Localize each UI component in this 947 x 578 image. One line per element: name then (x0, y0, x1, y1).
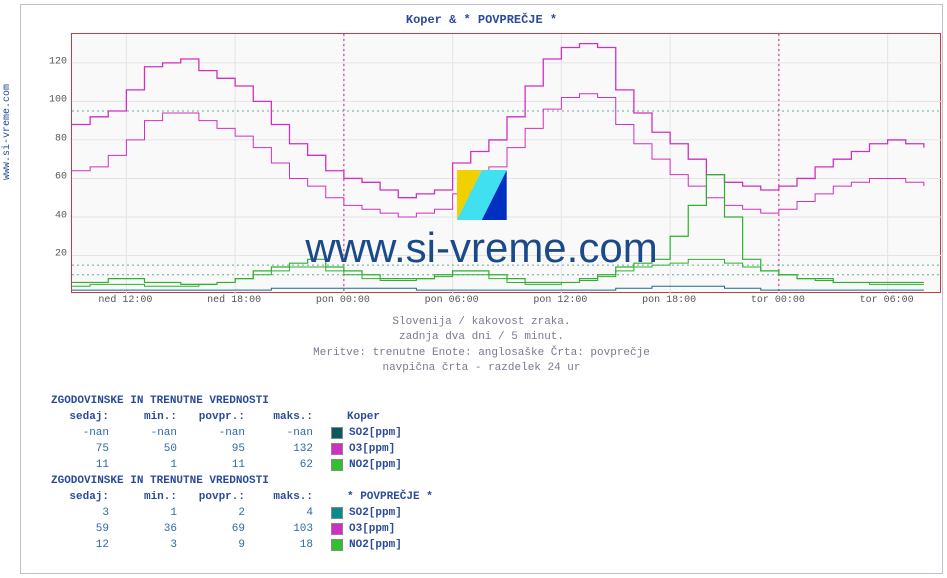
y-tick-label: 60 (55, 172, 67, 183)
y-tick-label: 80 (55, 133, 67, 144)
stats-col-header: sedaj: (51, 491, 119, 503)
stats-col-header: maks.: (255, 411, 323, 423)
stats-value: 95 (187, 443, 255, 455)
x-tick-label: pon 06:00 (425, 295, 479, 306)
stats-value: 1 (119, 459, 187, 471)
x-tick-label: tor 06:00 (860, 295, 914, 306)
chart-captions: Slovenija / kakovost zraka. zadnja dva d… (21, 315, 942, 377)
stats-value: 36 (119, 523, 187, 535)
series-label: NO2[ppm] (349, 539, 402, 551)
stats-col-header: min.: (119, 411, 187, 423)
series-swatch-icon (331, 459, 343, 471)
stats-block-koper: ZGODOVINSKE IN TRENUTNE VREDNOSTIsedaj:m… (51, 395, 402, 473)
stats-value: 1 (119, 507, 187, 519)
series-label: O3[ppm] (349, 523, 395, 535)
series-swatch-icon (331, 523, 343, 535)
caption-line: Meritve: trenutne Enote: anglosaške Črta… (21, 346, 942, 361)
y-tick-label: 100 (49, 95, 67, 106)
stats-value: 59 (51, 523, 119, 535)
stats-col-header: povpr.: (187, 491, 255, 503)
stats-row: 3124 SO2[ppm] (51, 505, 433, 521)
stats-col-header: povpr.: (187, 411, 255, 423)
caption-line: Slovenija / kakovost zraka. (21, 315, 942, 330)
series-swatch-icon (331, 539, 343, 551)
stats-row: 755095132 O3[ppm] (51, 441, 402, 457)
series-label: NO2[ppm] (349, 459, 402, 471)
y-tick-label: 20 (55, 249, 67, 260)
stats-value: 18 (255, 539, 323, 551)
stats-col-header: min.: (119, 491, 187, 503)
caption-line: zadnja dva dni / 5 minut. (21, 330, 942, 345)
x-tick-label: pon 00:00 (316, 295, 370, 306)
stats-col-header: sedaj: (51, 411, 119, 423)
x-tick-label: ned 18:00 (207, 295, 261, 306)
stats-value: 9 (187, 539, 255, 551)
stats-value: -nan (51, 427, 119, 439)
stats-row: 123918 NO2[ppm] (51, 537, 433, 553)
stats-row: 1111162NO2[ppm] (51, 457, 402, 473)
stats-value: 50 (119, 443, 187, 455)
stats-value: 75 (51, 443, 119, 455)
chart-x-axis: ned 12:00 ned 18:00 pon 00:00 pon 06:00 pon … (71, 295, 941, 311)
stats-value: 4 (255, 507, 323, 519)
stats-value: -nan (119, 427, 187, 439)
stats-value: 3 (51, 507, 119, 519)
side-url-label: www.si-vreme.com (2, 84, 13, 180)
stats-value: 11 (187, 459, 255, 471)
y-tick-label: 120 (49, 56, 67, 67)
stats-value: 12 (51, 539, 119, 551)
stats-value: 69 (187, 523, 255, 535)
stats-value: 132 (255, 443, 323, 455)
series-swatch-icon (331, 507, 343, 519)
series-label: SO2[ppm] (349, 427, 402, 439)
series-swatch-icon (331, 427, 343, 439)
chart-y-axis: 20 40 60 80 100 120 (41, 33, 69, 293)
stats-value: 62 (255, 459, 323, 471)
outer-frame: Koper & * POVPREČJE * 20 40 60 80 100 120 ned… (20, 4, 943, 574)
stats-value: 2 (187, 507, 255, 519)
x-tick-label: tor 00:00 (751, 295, 805, 306)
stats-value: -nan (187, 427, 255, 439)
stats-header: ZGODOVINSKE IN TRENUTNE VREDNOSTI (51, 395, 402, 407)
stats-value: 103 (255, 523, 323, 535)
stats-row: -nan-nan-nan-nanSO2[ppm] (51, 425, 402, 441)
series-label: SO2[ppm] (349, 507, 402, 519)
chart-title: Koper & * POVPREČJE * (21, 13, 942, 27)
stats-col-header: maks.: (255, 491, 323, 503)
stats-group-title: * POVPREČJE * (347, 491, 433, 503)
stats-value: 3 (119, 539, 187, 551)
stats-block-avg: ZGODOVINSKE IN TRENUTNE VREDNOSTIsedaj:m… (51, 475, 433, 553)
x-tick-label: pon 12:00 (533, 295, 587, 306)
stats-value: -nan (255, 427, 323, 439)
stats-value: 11 (51, 459, 119, 471)
y-tick-label: 40 (55, 210, 67, 221)
chart-plot-area (71, 33, 941, 293)
caption-line: navpična črta - razdelek 24 ur (21, 361, 942, 376)
series-label: O3[ppm] (349, 443, 395, 455)
stats-group-title: Koper (347, 411, 380, 423)
series-swatch-icon (331, 443, 343, 455)
x-tick-label: pon 18:00 (642, 295, 696, 306)
stats-row: 593669103 O3[ppm] (51, 521, 433, 537)
stats-header: ZGODOVINSKE IN TRENUTNE VREDNOSTI (51, 475, 433, 487)
x-tick-label: ned 12:00 (98, 295, 152, 306)
